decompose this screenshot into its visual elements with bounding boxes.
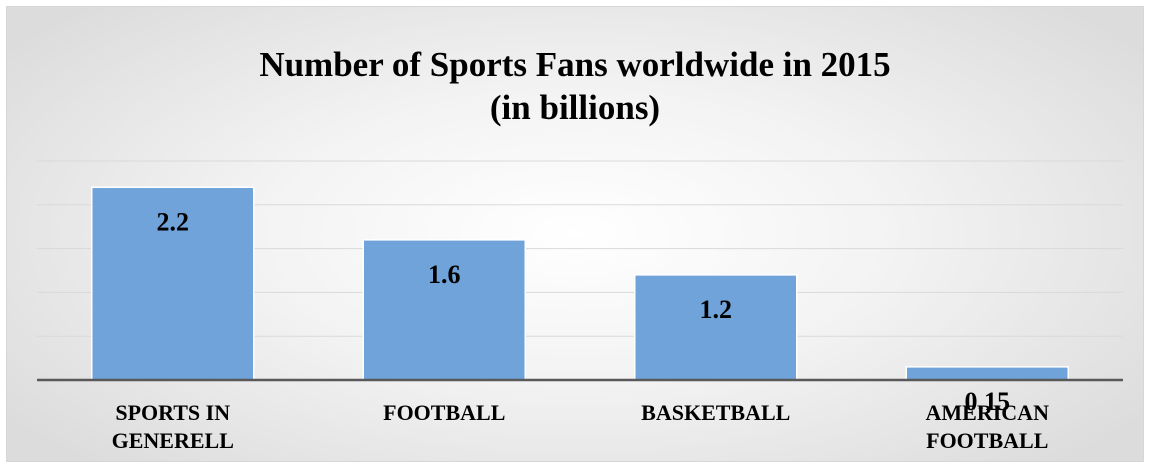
chart-title-line-1: Number of Sports Fans worldwide in 2015 xyxy=(259,45,891,84)
chart-title-line-2: (in billions) xyxy=(489,88,661,127)
data-label: 1.6 xyxy=(428,260,461,289)
chart-plot: 2.2 1.6 1.2 0.15 SPORTS IN GENERELL FOOTBALL B… xyxy=(37,160,1123,453)
category-labels: SPORTS IN GENERELL FOOTBALL BASKETBALL AMERI… xyxy=(112,400,1049,453)
data-label: 1.2 xyxy=(700,295,733,324)
category-label: AMERICAN FOOTBALL xyxy=(926,400,1050,453)
bar xyxy=(362,239,526,381)
bar xyxy=(91,186,255,381)
category-label: BASKETBALL xyxy=(641,400,790,425)
data-label: 2.2 xyxy=(157,207,190,236)
category-label: SPORTS IN GENERELL xyxy=(112,400,234,453)
data-label: 0.15 xyxy=(965,387,1011,416)
bar xyxy=(634,274,798,381)
category-label: FOOTBALL xyxy=(383,400,505,425)
bars xyxy=(91,186,1069,381)
data-labels: 2.2 1.6 1.2 0.15 xyxy=(157,207,1011,416)
bar xyxy=(905,366,1069,381)
chart-frame: Number of Sports Fans worldwide in 2015 … xyxy=(6,6,1144,462)
chart-title: Number of Sports Fans worldwide in 2015 … xyxy=(7,43,1143,129)
